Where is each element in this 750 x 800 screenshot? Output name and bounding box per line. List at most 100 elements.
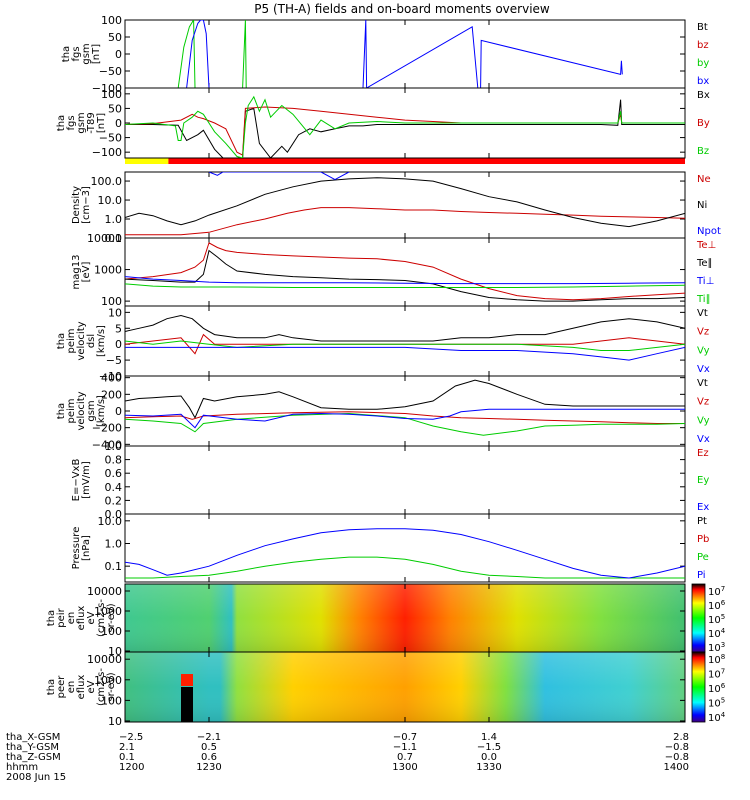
panel-6: 400 200 0 −200 −400 tha peim velocity gsm [km/s] V… [56, 372, 710, 452]
y-axis-label: [nPa] [81, 535, 92, 561]
y-tick-label: 0.2 [105, 494, 123, 507]
y-axis-label: (cm2-s- [96, 599, 107, 637]
legend-entry: Bt [697, 22, 708, 33]
series-line-Pi [125, 528, 685, 579]
y-tick-label: −5 [106, 354, 122, 367]
legend-entry: Vt [697, 378, 708, 389]
y-tick-label: 0 [115, 48, 122, 61]
axis-row-value: 0.0 [481, 752, 497, 763]
y-tick-label: 0 [115, 338, 122, 351]
colorbar-label: 105 [708, 613, 725, 626]
colorbar-exponent: 8 [721, 653, 725, 661]
y-tick-label: 10000 [87, 232, 122, 245]
series-line-by [177, 20, 247, 88]
series-line-Te∥ [125, 249, 685, 302]
data-gap [181, 687, 193, 722]
y-axis-label: tha [56, 403, 67, 419]
axis-row-value: −1.5 [477, 742, 501, 753]
colorbar-label: 104 [708, 627, 726, 640]
panel-4: 10000 1000 100 mag13 [eV] Te⊥ Te∥ Ti⊥ Ti∥ [71, 232, 716, 308]
panel-8: 10.0 1.0 0.1 Pressure [nPa] Pt Pb Pe Pi [71, 513, 709, 583]
y-tick-label: 100 [101, 625, 122, 638]
y-axis-label: eflux [76, 606, 87, 631]
legend-entry: Vz [697, 397, 709, 408]
y-axis-label: peer [56, 675, 67, 699]
y-tick-label: 50 [108, 102, 122, 115]
panel-frame [124, 171, 686, 239]
y-tick-label: 1.0 [105, 537, 123, 550]
legend-entry: Vt [697, 308, 708, 319]
date-label: 2008 Jun 15 [6, 772, 66, 783]
series-line-Vx [125, 408, 685, 429]
y-axis-label: tha [56, 115, 67, 131]
legend-entry: Pe [697, 552, 709, 563]
panel-frame [124, 19, 686, 89]
y-axis-label: [km/s] [96, 325, 107, 357]
y-axis-label: tha [56, 333, 67, 349]
legend-entry: by [697, 58, 709, 69]
series-line-Npot [208, 172, 350, 181]
y-tick-label: 10 [108, 306, 122, 319]
colorbar-exponent: 6 [721, 599, 726, 607]
colorbar-exponent: 7 [721, 668, 725, 676]
y-tick-label: 10000 [87, 585, 122, 598]
colorbar [691, 651, 706, 723]
colorbar-label: 107 [708, 668, 725, 681]
y-tick-label: 100 [101, 694, 122, 707]
y-tick-label: 1000 [94, 674, 122, 687]
y-tick-label: 0.8 [105, 454, 123, 467]
y-axis-label: tha [46, 610, 57, 626]
series-line-Ti∥ [125, 283, 685, 288]
y-tick-label: 1000 [94, 264, 122, 277]
figure-title: P5 (TH-A) fields and on-board moments ov… [254, 2, 550, 16]
y-tick-label: 1000 [94, 605, 122, 618]
legend-entry: Vx [697, 434, 710, 445]
y-tick-label: 10 [108, 715, 122, 728]
y-tick-label: 100 [101, 14, 122, 27]
axis-row-value: −0.8 [665, 752, 689, 763]
legend-entry: Ey [697, 475, 709, 486]
y-tick-label: 1.0 [105, 440, 123, 453]
y-tick-label: 10 [108, 645, 122, 658]
series-line-Ti⊥ [125, 276, 685, 285]
y-axis-label: [km/s] [96, 395, 107, 427]
y-tick-label: 10000 [87, 653, 122, 666]
panel-5: 10 5 0 −5 −10 tha peim velocity dsl [km/s] Vt Vz Vy V… [56, 305, 710, 383]
axis-row-value: 1230 [196, 762, 221, 773]
y-axis-label: eV [86, 611, 97, 624]
colorbar-base: 10 [708, 699, 721, 710]
series-group [125, 172, 685, 236]
legend-entry: Ni [697, 200, 707, 211]
legend-entry: Bx [697, 90, 710, 101]
spectrogram-shading [125, 652, 685, 722]
legend-entry: Pb [697, 534, 709, 545]
series-line-Bx [125, 99, 685, 158]
legend-entry: Ez [697, 448, 709, 459]
colorbar-label: 103 [708, 641, 725, 654]
legend-entry: Pi [697, 570, 706, 581]
y-axis-label: [cm−3] [81, 186, 92, 224]
y-axis-label: en [66, 612, 77, 625]
panel-frame [124, 375, 686, 447]
legend-entry: Ti⊥ [696, 276, 714, 287]
legend-entry: Vx [697, 364, 710, 375]
y-axis-label: gsm [81, 43, 92, 64]
y-axis-label: [nT] [96, 113, 107, 133]
series-line-bx [186, 20, 623, 88]
colorbar-label: 108 [708, 653, 725, 666]
y-tick-label: 10.0 [98, 194, 123, 207]
series-group [125, 242, 685, 302]
colorbar-exponent: 5 [721, 613, 725, 621]
axis-row-value: 0.1 [119, 752, 135, 763]
legend-entry: Te∥ [696, 258, 713, 269]
panel-frame [124, 237, 686, 307]
y-tick-label: 0.4 [105, 481, 123, 494]
legend-entry: bz [697, 40, 709, 51]
colorbar-base: 10 [708, 629, 721, 640]
y-tick-label: 400 [101, 372, 122, 385]
axis-row-value: 2.8 [673, 732, 689, 743]
series-line-Pe [125, 556, 685, 579]
series-line-Ni [125, 177, 685, 228]
